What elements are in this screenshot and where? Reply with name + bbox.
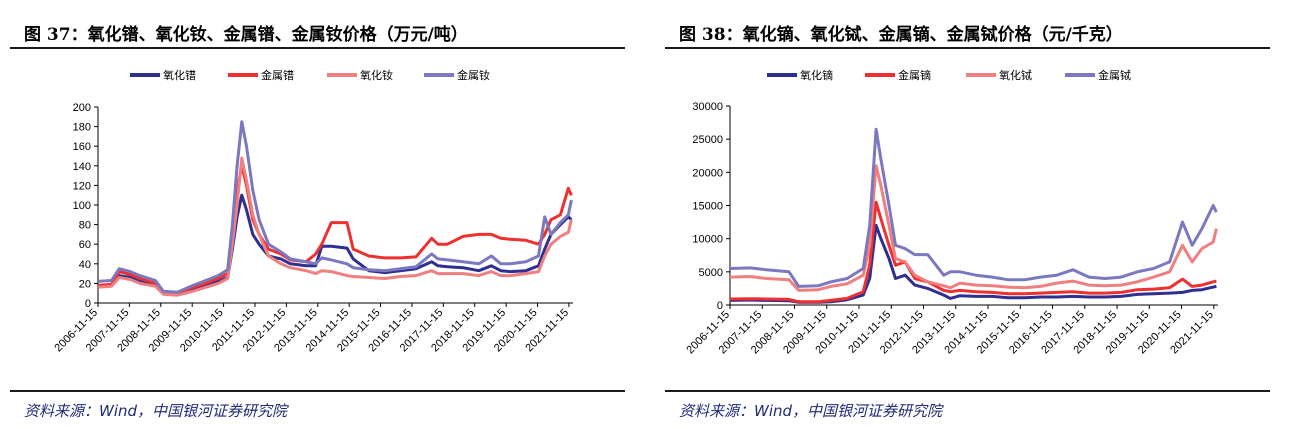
title-divider (665, 47, 1270, 49)
y-tick-label: 40 (79, 259, 91, 271)
y-tick-label: 200 (73, 102, 91, 114)
series-line (729, 200, 1217, 304)
legend-label: 氧化镨 (163, 68, 196, 82)
legend-label: 金属镨 (261, 68, 294, 82)
y-tick-label: 180 (73, 122, 91, 134)
y-tick-label: 20 (79, 278, 91, 290)
chart-panel-left: 图 37：氧化镨、氧化钕、金属镨、金属钕价格（万元/吨） 0 20 40 60 80 10… (10, 25, 625, 420)
series-line (97, 193, 573, 296)
series-line (97, 120, 573, 294)
series-line (97, 156, 573, 297)
legend-label: 金属铽 (1098, 68, 1131, 82)
y-tick-label: 20000 (692, 167, 723, 179)
y-tick-label: 160 (73, 141, 91, 153)
legend-label: 氧化镝 (800, 68, 833, 82)
y-tick-label: 140 (73, 161, 91, 173)
y-tick-label: 5000 (699, 267, 723, 279)
chart-title: 图 37：氧化镨、氧化钕、金属镨、金属钕价格（万元/吨） (24, 25, 468, 45)
line-chart-pr-nd: 0204060801001201401601802002006-11-15200… (52, 68, 573, 354)
legend-label: 金属钕 (457, 68, 490, 82)
y-tick-label: 100 (73, 200, 91, 212)
chart-panel-right: 图 38：氧化镝、氧化铽、金属镝、金属铽价格（元/千克） 0 5000 10000 1… (655, 0, 1290, 429)
source-note: 资料来源：Wind，中国银河证券研究院 (679, 402, 943, 420)
y-tick-label: 0 (717, 300, 723, 312)
source-divider (665, 390, 1270, 392)
legend-label: 氧化铽 (999, 68, 1032, 82)
y-tick-label: 60 (79, 239, 91, 251)
source-divider (10, 390, 625, 392)
y-tick-label: 30000 (692, 101, 723, 113)
series-line (729, 164, 1218, 292)
source-note: 资料来源：Wind，中国银河证券研究院 (24, 402, 288, 420)
series-line (729, 127, 1218, 288)
legend-label: 金属镝 (898, 68, 931, 82)
y-tick-label: 80 (79, 220, 91, 232)
legend-label: 氧化钕 (360, 68, 393, 82)
y-tick-label: 0 (85, 298, 91, 310)
y-tick-label: 25000 (692, 134, 723, 146)
line-chart-dy-tb: 0500010000150002000025000300002006-11-15… (684, 68, 1218, 356)
y-tick-label: 15000 (692, 201, 723, 213)
y-tick-label: 120 (73, 180, 91, 192)
chart-title: 图 38：氧化镝、氧化铽、金属镝、金属铽价格（元/千克） (679, 25, 1123, 45)
y-tick-label: 10000 (692, 234, 723, 246)
title-divider (10, 47, 625, 49)
